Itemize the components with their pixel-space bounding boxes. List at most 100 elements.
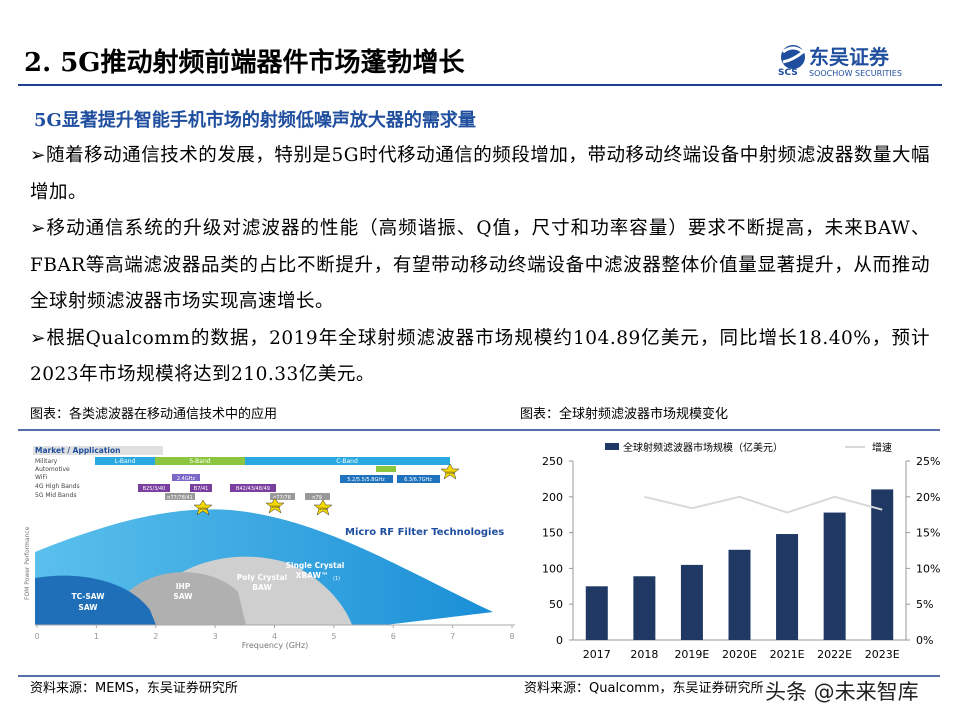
band-label: S-Band (189, 458, 210, 465)
logo: SCS 东吴证券 SOOCHOW SECURITIES (778, 45, 902, 78)
x-tick-label: 4 (272, 632, 277, 641)
band (138, 484, 170, 492)
header-label: Market / Application (35, 446, 120, 455)
diagram-title: Micro RF Filter Technologies (345, 527, 504, 538)
tech-label: Single Crystal (286, 561, 345, 570)
band-label: 2.4GHz (177, 476, 196, 482)
bar (680, 564, 703, 640)
band-label: 6.3/6.7GHz (404, 477, 432, 483)
band-label: 5.2/5.5/5.8GHz (347, 477, 385, 483)
band-label: B25/3/40 (143, 486, 166, 492)
x-tick-label: 2 (153, 632, 158, 641)
band-label: B7/41 (194, 486, 209, 492)
bar (823, 512, 846, 640)
x-tick-label: 8 (509, 632, 514, 641)
bullet: ➢移动通信系统的升级对滤波器的性能（高频谐振、Q值，尺寸和功率容量）要求不断提高… (30, 218, 930, 312)
x-tick-label: 7 (450, 632, 455, 641)
y-tick-label: 100 (542, 562, 563, 575)
rule (18, 84, 942, 86)
band-label: C-Band (336, 458, 358, 465)
band (190, 484, 212, 492)
bar (871, 489, 894, 640)
bar (585, 586, 608, 640)
saw-region (128, 572, 246, 625)
row-label: 5G Mid Bands (35, 492, 76, 499)
x-tick-label: 2022E (817, 648, 852, 661)
band (305, 493, 330, 500)
band (397, 475, 440, 483)
new-label: new (445, 471, 455, 476)
tech-label: SAW (78, 603, 98, 612)
bullet: ➢根据Qualcomm的数据，2019年全球射频滤波器市场规模约104.89亿美… (30, 327, 931, 386)
bar (728, 549, 751, 640)
bar (776, 534, 799, 640)
y-tick-label: 0 (556, 634, 563, 647)
y-tick-label: 150 (542, 527, 563, 540)
band (340, 475, 393, 483)
x-tick-label: 2018 (630, 648, 658, 661)
tcsaw-region (35, 575, 156, 625)
legend-swatch (605, 443, 619, 450)
row-label: Military (35, 458, 58, 465)
bar (633, 576, 656, 640)
source: 资料来源：Qualcomm，东吴证券研究所 (524, 680, 763, 696)
x-tick-label: 2019E (674, 648, 709, 661)
y-label: FOM Power Performance (24, 526, 31, 600)
new-badge (440, 463, 460, 480)
tech-label: IHP (176, 582, 191, 591)
tech-label: (1) (333, 576, 340, 582)
tech-label: SAW (173, 592, 193, 601)
row-label: 4G High Bands (35, 483, 80, 490)
new-badge (313, 499, 333, 516)
tech-label: TC-SAW (71, 592, 105, 601)
band (155, 457, 245, 465)
logo-abbr: SCS (778, 68, 798, 78)
subheading: 5G显著提升智能手机市场的射频低噪声放大器的需求量 (34, 110, 476, 131)
y2-tick-label: 5% (916, 598, 933, 611)
x-tick-label: 2020E (722, 648, 757, 661)
tech-label: Poly Crystal (237, 573, 288, 582)
slide-title: 2. 5G推动射频前端器件市场蓬勃增长 (24, 48, 465, 78)
band (165, 493, 195, 500)
tech-label: BAW (252, 583, 272, 592)
y2-tick-label: 15% (916, 527, 940, 540)
x-tick-label: 3 (213, 632, 218, 641)
logo-en: SOOCHOW SECURITIES (809, 69, 902, 78)
y2-tick-label: 20% (916, 491, 940, 504)
x-tick-label: 2021E (770, 648, 805, 661)
legend-label: 全球射频滤波器市场规模（亿美元） (623, 441, 783, 454)
new-badge (193, 499, 213, 516)
y2-tick-label: 0% (916, 634, 933, 647)
caption: 图表：各类滤波器在移动通信技术中的应用 (30, 406, 277, 422)
band (245, 457, 450, 465)
bullet-list: ➢随着移动通信技术的发展，特别是5G时代移动通信的频段增加，带动移动终端设备中射… (30, 138, 930, 394)
watermark: 头条 @未来智库 (765, 680, 919, 704)
x-tick-label: 2023E (865, 648, 900, 661)
new-label: new (270, 505, 280, 510)
x-tick-label: 0 (34, 632, 39, 641)
y2-tick-label: 25% (916, 455, 940, 468)
band-label: B42/43/48/49 (236, 486, 270, 492)
band (376, 466, 396, 472)
new-label: new (318, 507, 328, 512)
tech-label: XBAW™ (296, 571, 329, 580)
bullet: ➢随着移动通信技术的发展，特别是5G时代移动通信的频段增加，带动移动终端设备中射… (30, 145, 930, 203)
y-tick-label: 250 (542, 455, 563, 468)
row-label: WiFi (35, 474, 47, 481)
y-tick-label: 50 (549, 598, 563, 611)
new-badge (265, 497, 285, 514)
x-tick-label: 2017 (583, 648, 611, 661)
x-tick-label: 6 (391, 632, 396, 641)
band (172, 474, 200, 481)
band-label: n77/78/41 (167, 495, 193, 501)
logo-name: 东吴证券 (809, 45, 890, 69)
filter-diagram: Market / Application Military Automotive… (24, 446, 515, 650)
band-label: L-Band (115, 458, 136, 465)
band (230, 484, 276, 492)
x-tick-label: 1 (94, 632, 99, 641)
y2-tick-label: 10% (916, 562, 940, 575)
row-label: Automotive (35, 466, 70, 473)
logo-icon (782, 46, 806, 64)
